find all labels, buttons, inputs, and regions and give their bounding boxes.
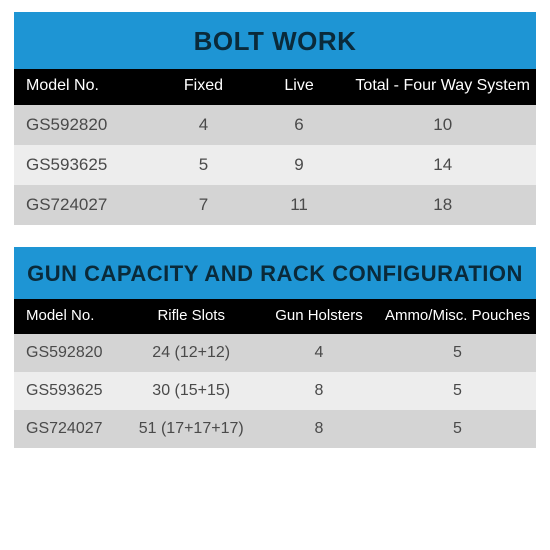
table-title-row: GUN CAPACITY AND RACK CONFIGURATION	[14, 247, 536, 299]
col-header: Model No.	[14, 69, 152, 105]
cell: 8	[259, 372, 373, 410]
cell: GS592820	[14, 105, 152, 145]
table-row: GS724027 51 (17+17+17) 8 5	[14, 410, 536, 448]
cell: GS593625	[14, 372, 117, 410]
table-row: GS724027 7 11 18	[14, 185, 536, 225]
col-header: Total - Four Way System	[343, 69, 536, 105]
cell: 30 (15+15)	[117, 372, 259, 410]
cell: 8	[259, 410, 373, 448]
col-header: Model No.	[14, 299, 117, 334]
cell: GS593625	[14, 145, 152, 185]
cell: 5	[373, 372, 536, 410]
table-row: GS592820 24 (12+12) 4 5	[14, 334, 536, 372]
table-title: GUN CAPACITY AND RACK CONFIGURATION	[14, 247, 536, 299]
col-header: Ammo/Misc. Pouches	[373, 299, 536, 334]
cell: 5	[373, 410, 536, 448]
table-row: GS593625 30 (15+15) 8 5	[14, 372, 536, 410]
cell: 4	[152, 105, 248, 145]
table-row: GS593625 5 9 14	[14, 145, 536, 185]
bolt-work-table: BOLT WORK Model No. Fixed Live Total - F…	[14, 12, 536, 225]
cell: 5	[152, 145, 248, 185]
table-header-row: Model No. Rifle Slots Gun Holsters Ammo/…	[14, 299, 536, 334]
cell: 6	[249, 105, 344, 145]
cell: 24 (12+12)	[117, 334, 259, 372]
cell: 4	[259, 334, 373, 372]
col-header: Gun Holsters	[259, 299, 373, 334]
col-header: Live	[249, 69, 344, 105]
cell: 7	[152, 185, 248, 225]
cell: 18	[343, 185, 536, 225]
cell: 5	[373, 334, 536, 372]
col-header: Fixed	[152, 69, 248, 105]
cell: GS724027	[14, 410, 117, 448]
cell: 10	[343, 105, 536, 145]
table-title-row: BOLT WORK	[14, 12, 536, 69]
cell: 14	[343, 145, 536, 185]
col-header: Rifle Slots	[117, 299, 259, 334]
table-header-row: Model No. Fixed Live Total - Four Way Sy…	[14, 69, 536, 105]
table-title: BOLT WORK	[14, 12, 536, 69]
cell: 11	[249, 185, 344, 225]
cell: GS724027	[14, 185, 152, 225]
cell: 9	[249, 145, 344, 185]
gun-capacity-table: GUN CAPACITY AND RACK CONFIGURATION Mode…	[14, 247, 536, 448]
table-row: GS592820 4 6 10	[14, 105, 536, 145]
cell: 51 (17+17+17)	[117, 410, 259, 448]
cell: GS592820	[14, 334, 117, 372]
